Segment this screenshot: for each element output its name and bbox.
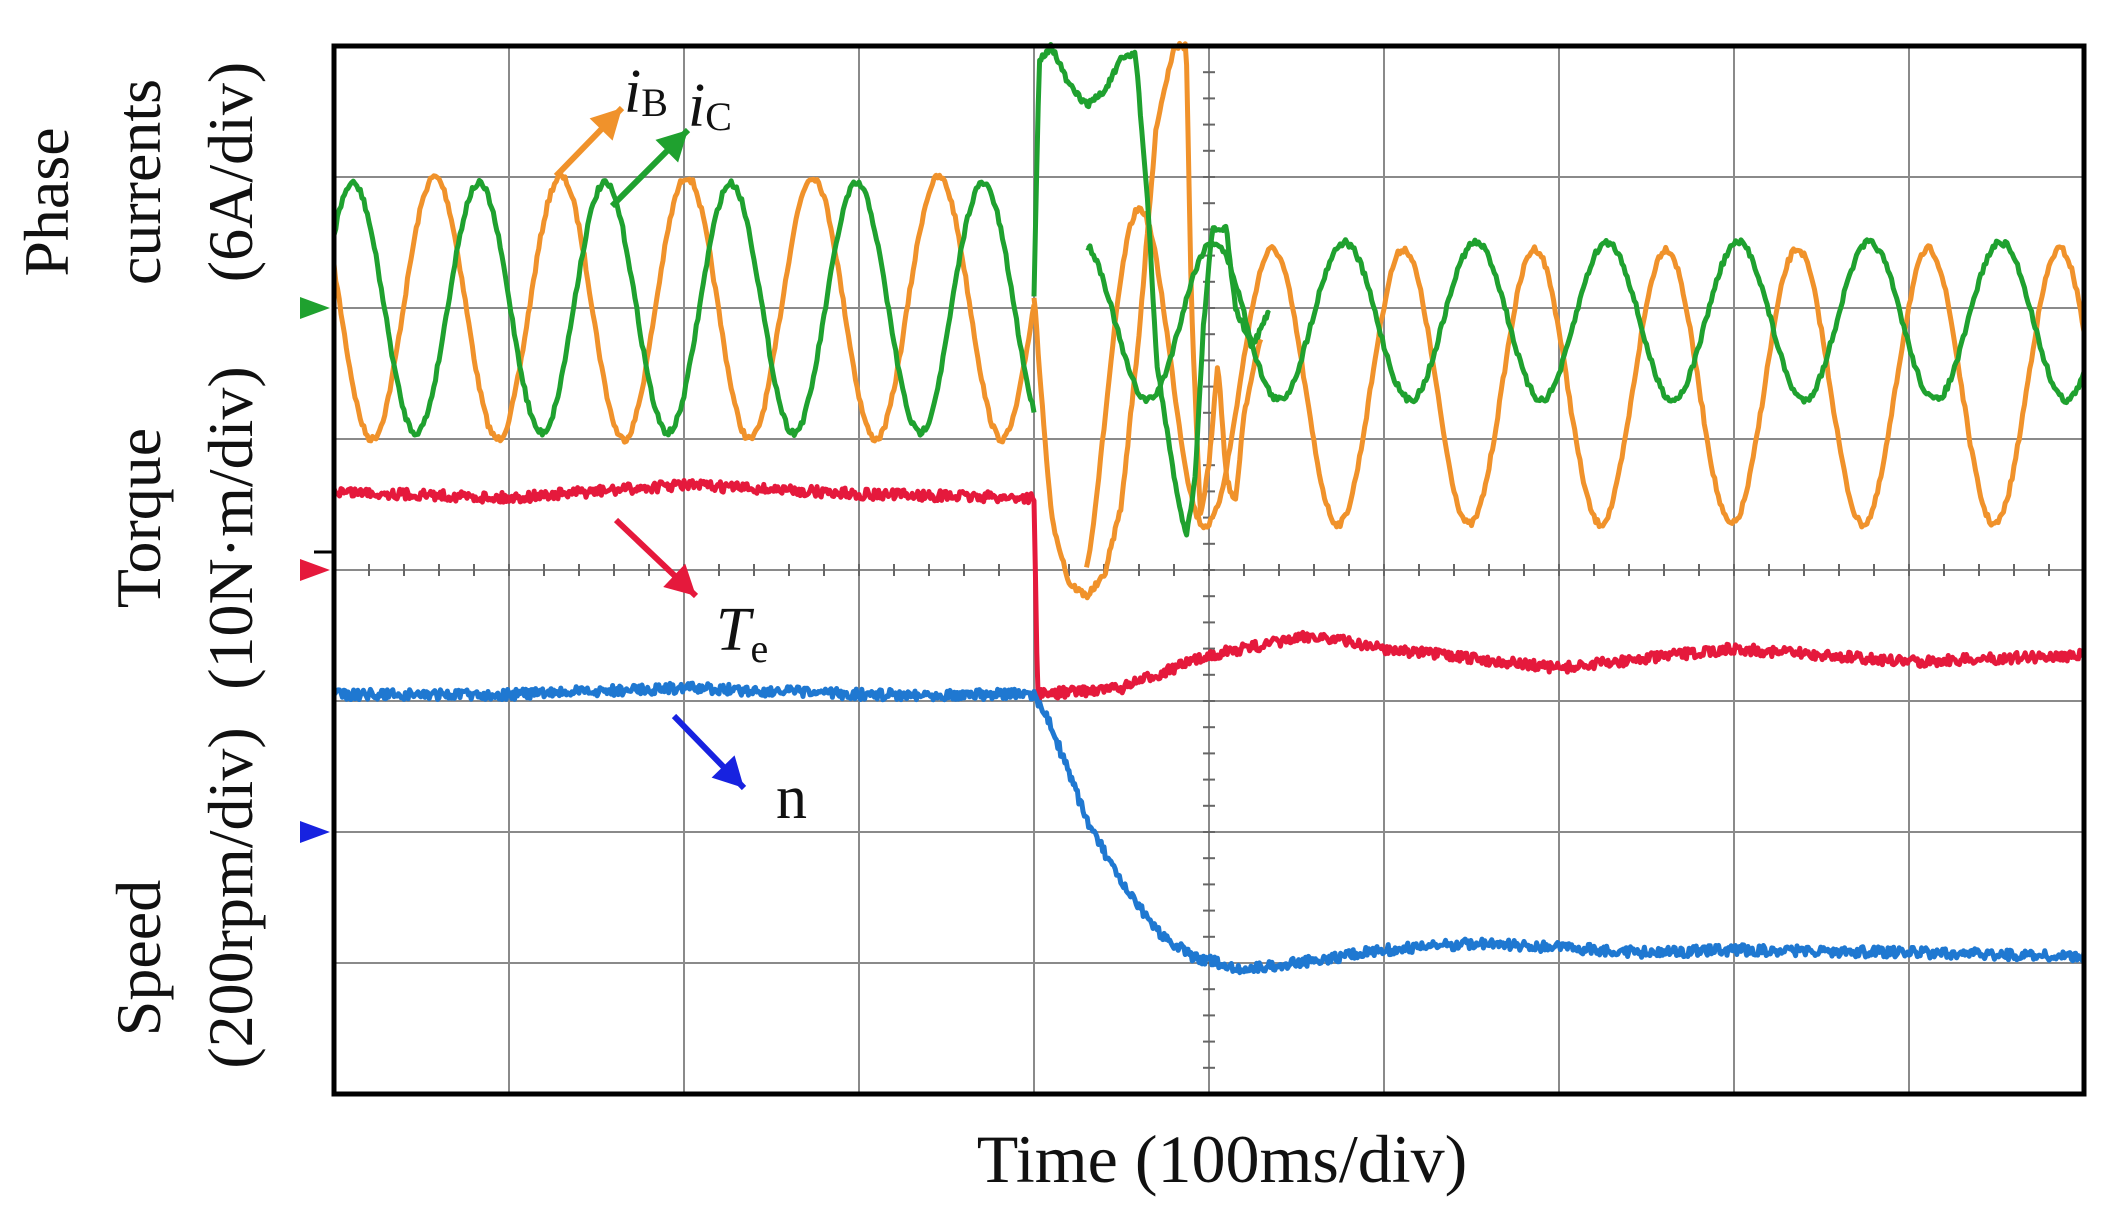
arrow-iB-head	[589, 108, 622, 141]
label-Te-sub: e	[750, 626, 768, 671]
label-iB: iB	[624, 58, 668, 126]
plot-frame	[331, 43, 2087, 1097]
arrow-iC-head	[655, 130, 688, 163]
arrow-n-head	[711, 755, 744, 788]
trace-iB-segment-1	[1084, 205, 2087, 568]
annotation-arrows	[553, 105, 747, 791]
speed-label-line1: Speed	[103, 880, 174, 1036]
phase-label-line2: currents	[103, 79, 174, 285]
torque-label-unit: (10N·m/div)	[195, 366, 266, 690]
trace-iC-segment-1	[1085, 237, 2087, 406]
x-axis-label: Time (100ms/div)	[977, 1121, 1468, 1197]
channel-markers	[300, 297, 330, 843]
trace-Te	[331, 478, 2086, 702]
marker-phase-currents	[300, 297, 330, 319]
arrow-Te-head	[663, 563, 696, 596]
trace-iB-transient	[1031, 40, 1264, 601]
label-iB-sub: B	[641, 80, 668, 125]
label-iC-sub: C	[705, 94, 732, 139]
label-Te-base: T	[716, 596, 755, 664]
trace-iC-transient	[1031, 42, 1271, 538]
trace-iB-segment-0	[331, 172, 1037, 445]
phase-label-unit: (6A/div)	[195, 62, 266, 282]
trace-n	[332, 680, 2087, 976]
torque-label-line1: Torque	[103, 428, 174, 608]
traces	[331, 40, 2087, 976]
phase-label-line1: Phase	[11, 127, 82, 276]
label-iB-base: i	[624, 58, 641, 126]
label-Te: Te	[716, 596, 768, 671]
grid	[333, 45, 2085, 1095]
marker-torque	[300, 559, 330, 581]
marker-speed	[300, 821, 330, 843]
speed-label-unit: (200rpm/div)	[195, 727, 266, 1068]
label-n: n	[776, 764, 807, 832]
trace-iC-segment-0	[331, 177, 1037, 438]
label-iC: iC	[688, 72, 732, 140]
label-iC-base: i	[688, 72, 705, 140]
